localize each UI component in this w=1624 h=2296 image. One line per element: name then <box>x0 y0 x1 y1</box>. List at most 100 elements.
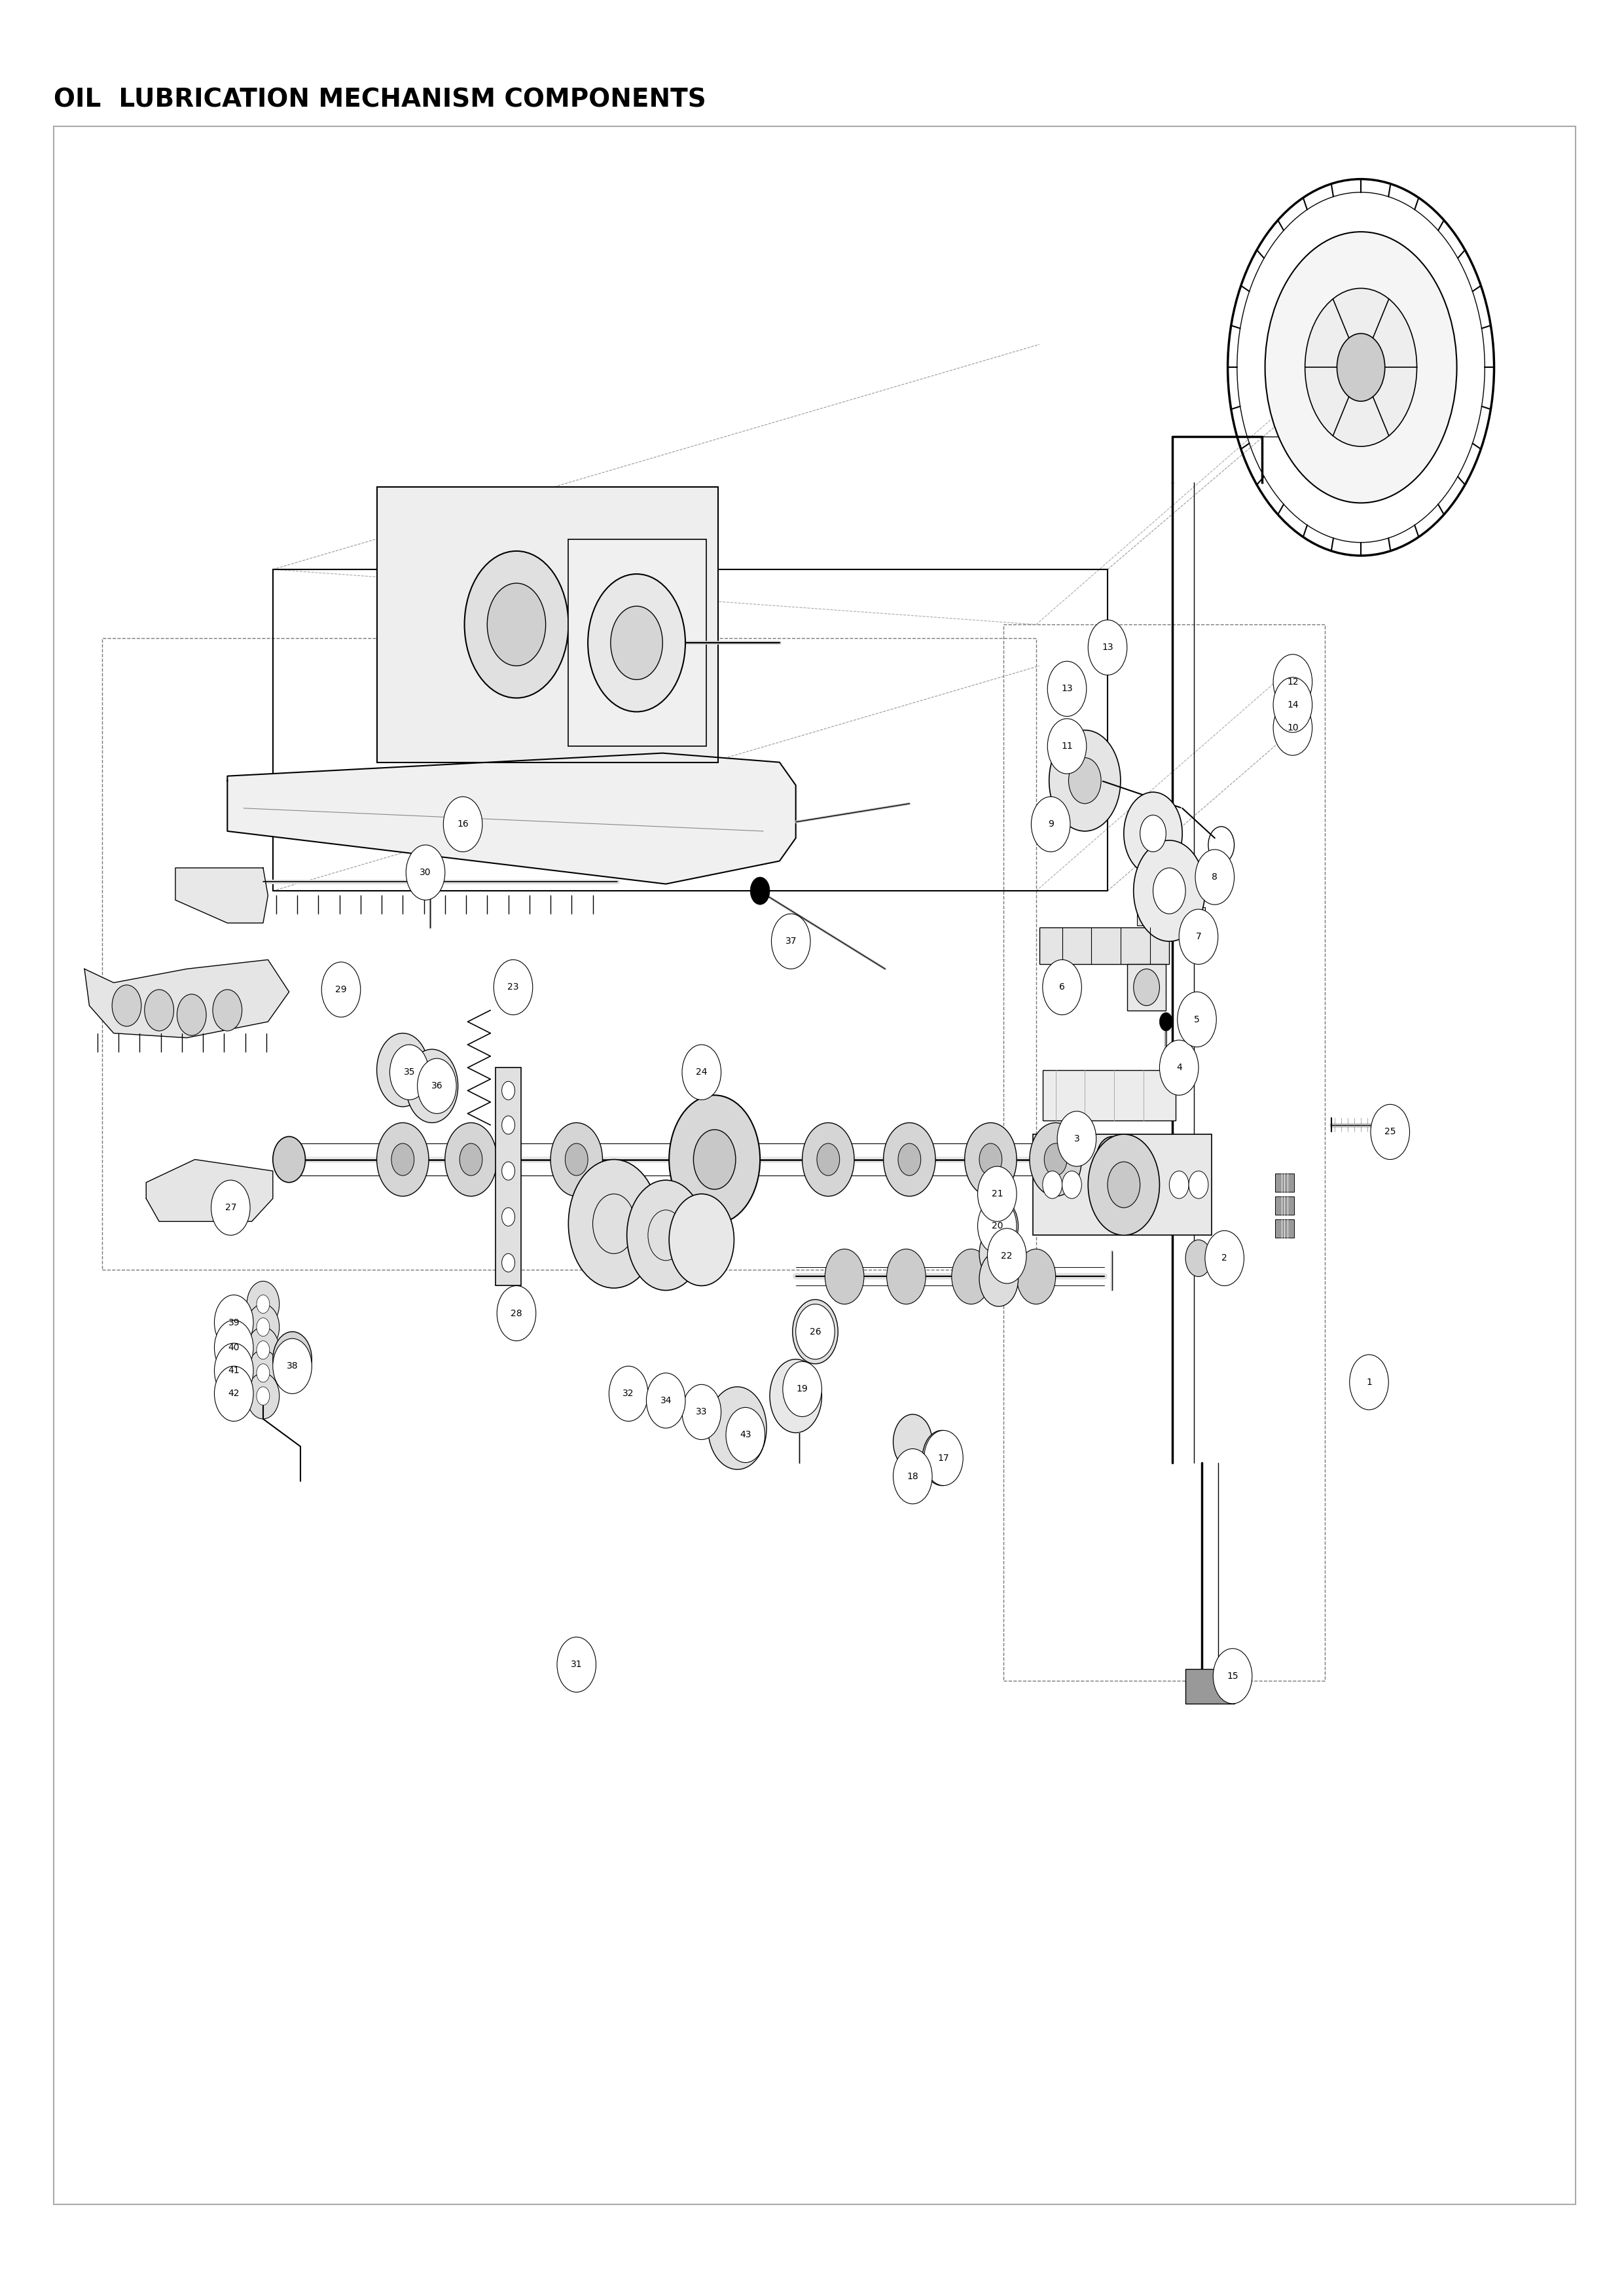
Circle shape <box>247 1350 279 1396</box>
Circle shape <box>211 1180 250 1235</box>
Text: 2: 2 <box>1221 1254 1228 1263</box>
Circle shape <box>391 1143 414 1176</box>
Text: 28: 28 <box>510 1309 523 1318</box>
Circle shape <box>750 877 770 905</box>
Circle shape <box>682 1045 721 1100</box>
Circle shape <box>112 985 141 1026</box>
Circle shape <box>898 1143 921 1176</box>
Circle shape <box>502 1116 515 1134</box>
Circle shape <box>1096 1137 1129 1182</box>
Circle shape <box>377 1123 429 1196</box>
Circle shape <box>1169 1171 1189 1199</box>
Circle shape <box>1371 1104 1410 1159</box>
Circle shape <box>1273 654 1312 709</box>
Bar <box>495 1068 521 1286</box>
Bar <box>1275 1219 1294 1238</box>
Circle shape <box>1160 1013 1173 1031</box>
Text: 42: 42 <box>227 1389 240 1398</box>
Circle shape <box>145 990 174 1031</box>
Text: 43: 43 <box>739 1430 752 1440</box>
Text: 41: 41 <box>227 1366 240 1375</box>
Circle shape <box>646 1373 685 1428</box>
Circle shape <box>1088 620 1127 675</box>
Circle shape <box>487 583 546 666</box>
Circle shape <box>1043 1171 1062 1199</box>
Circle shape <box>247 1281 279 1327</box>
Circle shape <box>1265 232 1457 503</box>
Circle shape <box>1030 1123 1082 1196</box>
Circle shape <box>1205 1231 1244 1286</box>
Circle shape <box>551 1123 603 1196</box>
Circle shape <box>257 1387 270 1405</box>
Bar <box>1137 907 1205 925</box>
Text: 40: 40 <box>227 1343 240 1352</box>
Text: 10: 10 <box>1286 723 1299 732</box>
Circle shape <box>1124 792 1182 875</box>
Bar <box>1275 1196 1294 1215</box>
Circle shape <box>214 1343 253 1398</box>
Bar <box>568 540 706 746</box>
Text: 32: 32 <box>622 1389 635 1398</box>
Circle shape <box>627 1180 705 1290</box>
Text: 4: 4 <box>1176 1063 1182 1072</box>
Text: 25: 25 <box>1384 1127 1397 1137</box>
Circle shape <box>1134 969 1160 1006</box>
Bar <box>1004 625 1325 1681</box>
Circle shape <box>1049 730 1121 831</box>
Circle shape <box>1031 797 1070 852</box>
Text: 13: 13 <box>1060 684 1073 693</box>
Circle shape <box>669 1095 760 1224</box>
Circle shape <box>1047 719 1086 774</box>
Text: OIL  LUBRICATION MECHANISM COMPONENTS: OIL LUBRICATION MECHANISM COMPONENTS <box>54 87 706 113</box>
Text: 11: 11 <box>1060 742 1073 751</box>
Circle shape <box>214 1295 253 1350</box>
Circle shape <box>247 1327 279 1373</box>
Circle shape <box>1273 677 1312 732</box>
Circle shape <box>708 1387 767 1469</box>
Circle shape <box>1140 815 1166 852</box>
Bar <box>1033 1134 1212 1235</box>
Text: 17: 17 <box>937 1453 950 1463</box>
Circle shape <box>406 845 445 900</box>
Circle shape <box>783 1362 822 1417</box>
Text: 31: 31 <box>570 1660 583 1669</box>
Text: 33: 33 <box>695 1407 708 1417</box>
Circle shape <box>693 1130 736 1189</box>
Circle shape <box>1189 1171 1208 1199</box>
Circle shape <box>417 1058 456 1114</box>
Polygon shape <box>84 960 289 1038</box>
Circle shape <box>257 1295 270 1313</box>
Circle shape <box>1108 1162 1140 1208</box>
Circle shape <box>565 1143 588 1176</box>
Text: 5: 5 <box>1194 1015 1200 1024</box>
Text: 14: 14 <box>1286 700 1299 709</box>
Circle shape <box>1069 758 1101 804</box>
Circle shape <box>1153 868 1186 914</box>
Text: 13: 13 <box>1101 643 1114 652</box>
Circle shape <box>883 1123 935 1196</box>
Circle shape <box>390 1045 429 1100</box>
Circle shape <box>502 1208 515 1226</box>
Circle shape <box>817 1143 840 1176</box>
Circle shape <box>1177 992 1216 1047</box>
Text: 34: 34 <box>659 1396 672 1405</box>
Circle shape <box>1044 1143 1067 1176</box>
Circle shape <box>568 1159 659 1288</box>
Circle shape <box>1062 1171 1082 1199</box>
Circle shape <box>1088 1134 1160 1235</box>
Circle shape <box>1350 1355 1389 1410</box>
Circle shape <box>1179 909 1218 964</box>
Polygon shape <box>175 868 268 923</box>
Circle shape <box>978 1199 1017 1254</box>
Text: 39: 39 <box>227 1318 240 1327</box>
Text: 27: 27 <box>224 1203 237 1212</box>
Circle shape <box>494 960 533 1015</box>
Circle shape <box>611 606 663 680</box>
Circle shape <box>726 1407 765 1463</box>
Text: 18: 18 <box>906 1472 919 1481</box>
Text: 19: 19 <box>796 1384 809 1394</box>
Text: 21: 21 <box>991 1189 1004 1199</box>
Circle shape <box>771 914 810 969</box>
Circle shape <box>669 1194 734 1286</box>
Circle shape <box>1337 333 1385 402</box>
